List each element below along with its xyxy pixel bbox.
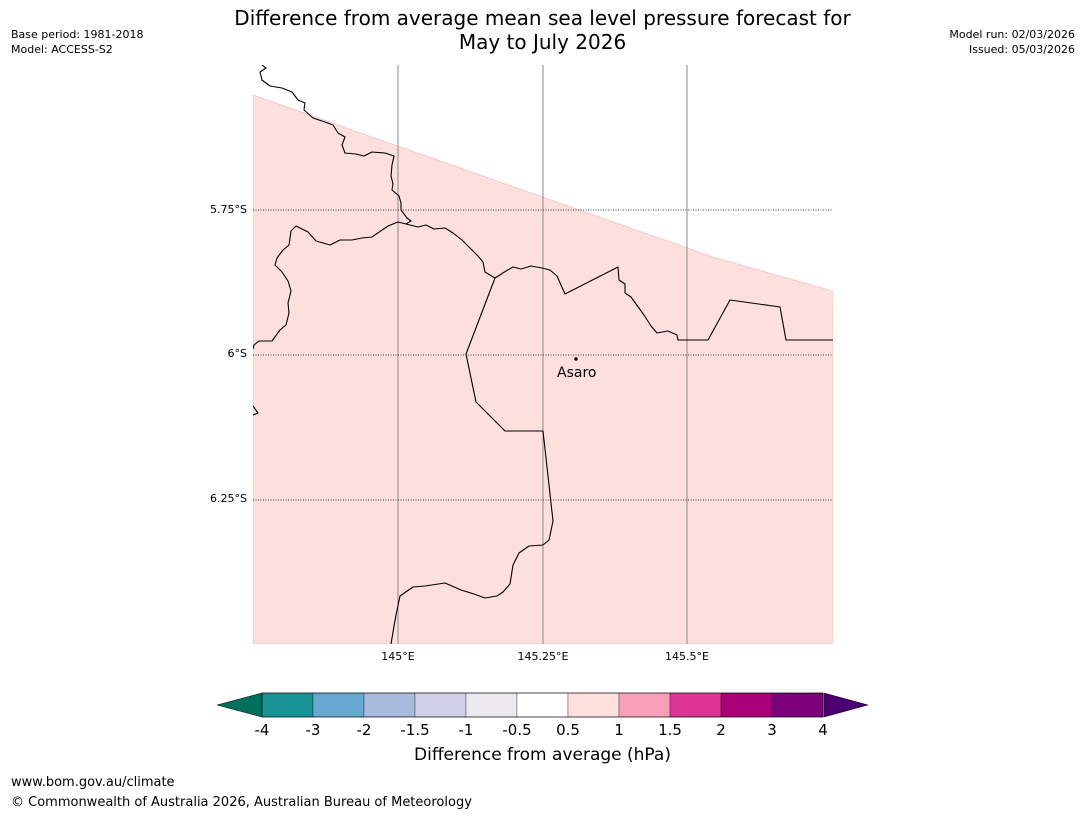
colorbar-outline [261,692,824,718]
colorbar-segment [465,692,518,718]
colorbar-segments [261,692,824,718]
colorbar-tick-label: 3 [767,721,777,739]
place-label-asaro: Asaro [557,365,597,381]
boundary-central [390,277,554,644]
colorbar-tick-label: 1 [614,721,624,739]
boundaries [253,65,833,644]
colorbar-segment [771,692,824,718]
meta-right: Model run: 02/03/2026 Issued: 05/03/2026 [949,27,1075,57]
colorbar-tick-label: -2 [356,721,372,739]
colorbar-segment [720,692,773,718]
colorbar-tick-label: -3 [305,721,321,739]
issued-text: Issued: 05/03/2026 [968,43,1075,56]
colorbar-tick-label: 4 [818,721,828,739]
boundary-edge-fragment [253,405,259,416]
colorbar-segment [669,692,722,718]
colorbar-above-triangle [823,692,869,718]
colorbar-segment [312,692,365,718]
colorbar-segment [414,692,467,718]
place-marker-dot [574,357,578,361]
colorbar-segment [516,692,569,718]
colorbar-segment [618,692,671,718]
title-line-2: May to July 2026 [458,30,627,54]
colorbar-tick-label: -1 [458,721,474,739]
colorbar [216,692,869,718]
colorbar-tick-label: 0.5 [556,721,580,739]
chart-title: Difference from average mean sea level p… [0,6,1085,54]
colorbar-tick-label: -0.5 [502,721,532,739]
colorbar-tick-label: -1.5 [400,721,430,739]
lon-label-145-25e: 145.25°E [517,650,569,663]
colorbar-title: Difference from average (hPa) [414,745,671,765]
title-line-1: Difference from average mean sea level p… [234,6,851,30]
map-area [253,65,833,644]
base-period-text: Base period: 1981-2018 [11,28,144,41]
lat-label-6s: 6°S [227,347,247,360]
boundary-north-west [253,65,412,350]
lon-label-145-5e: 145.5°E [665,650,709,663]
model-text: Model: ACCESS-S2 [11,43,113,56]
lat-label-5-75s: 5.75°S [210,203,247,216]
colorbar-below-triangle [216,692,263,718]
colorbar-segment [567,692,620,718]
colorbar-tick-label: 2 [716,721,726,739]
lon-label-145e: 145°E [381,650,415,663]
colorbar-segment [363,692,416,718]
footer-copyright: © Commonwealth of Australia 2026, Austra… [11,795,472,810]
colorbar-tick-label: 1.5 [658,721,682,739]
colorbar-tick-label: -4 [254,721,270,739]
lat-label-6-25s: 6.25°S [210,492,247,505]
meta-left: Base period: 1981-2018 Model: ACCESS-S2 [11,27,143,57]
footer-url[interactable]: www.bom.gov.au/climate [11,775,175,790]
model-run-text: Model run: 02/03/2026 [949,28,1075,41]
colorbar-segment [261,692,314,718]
boundary-ridge [405,223,833,341]
